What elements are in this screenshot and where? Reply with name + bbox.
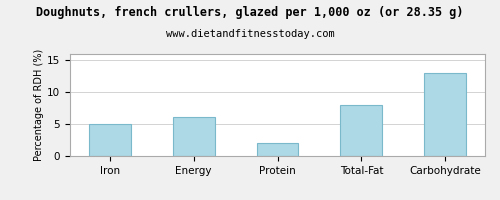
Bar — [424, 73, 466, 156]
Y-axis label: Percentage of RDH (%): Percentage of RDH (%) — [34, 49, 44, 161]
Text: Doughnuts, french crullers, glazed per 1,000 oz (or 28.35 g): Doughnuts, french crullers, glazed per 1… — [36, 6, 464, 19]
Bar — [89, 124, 131, 156]
Bar — [256, 143, 298, 156]
Bar — [340, 105, 382, 156]
Text: www.dietandfitnesstoday.com: www.dietandfitnesstoday.com — [166, 29, 334, 39]
Bar — [172, 117, 214, 156]
